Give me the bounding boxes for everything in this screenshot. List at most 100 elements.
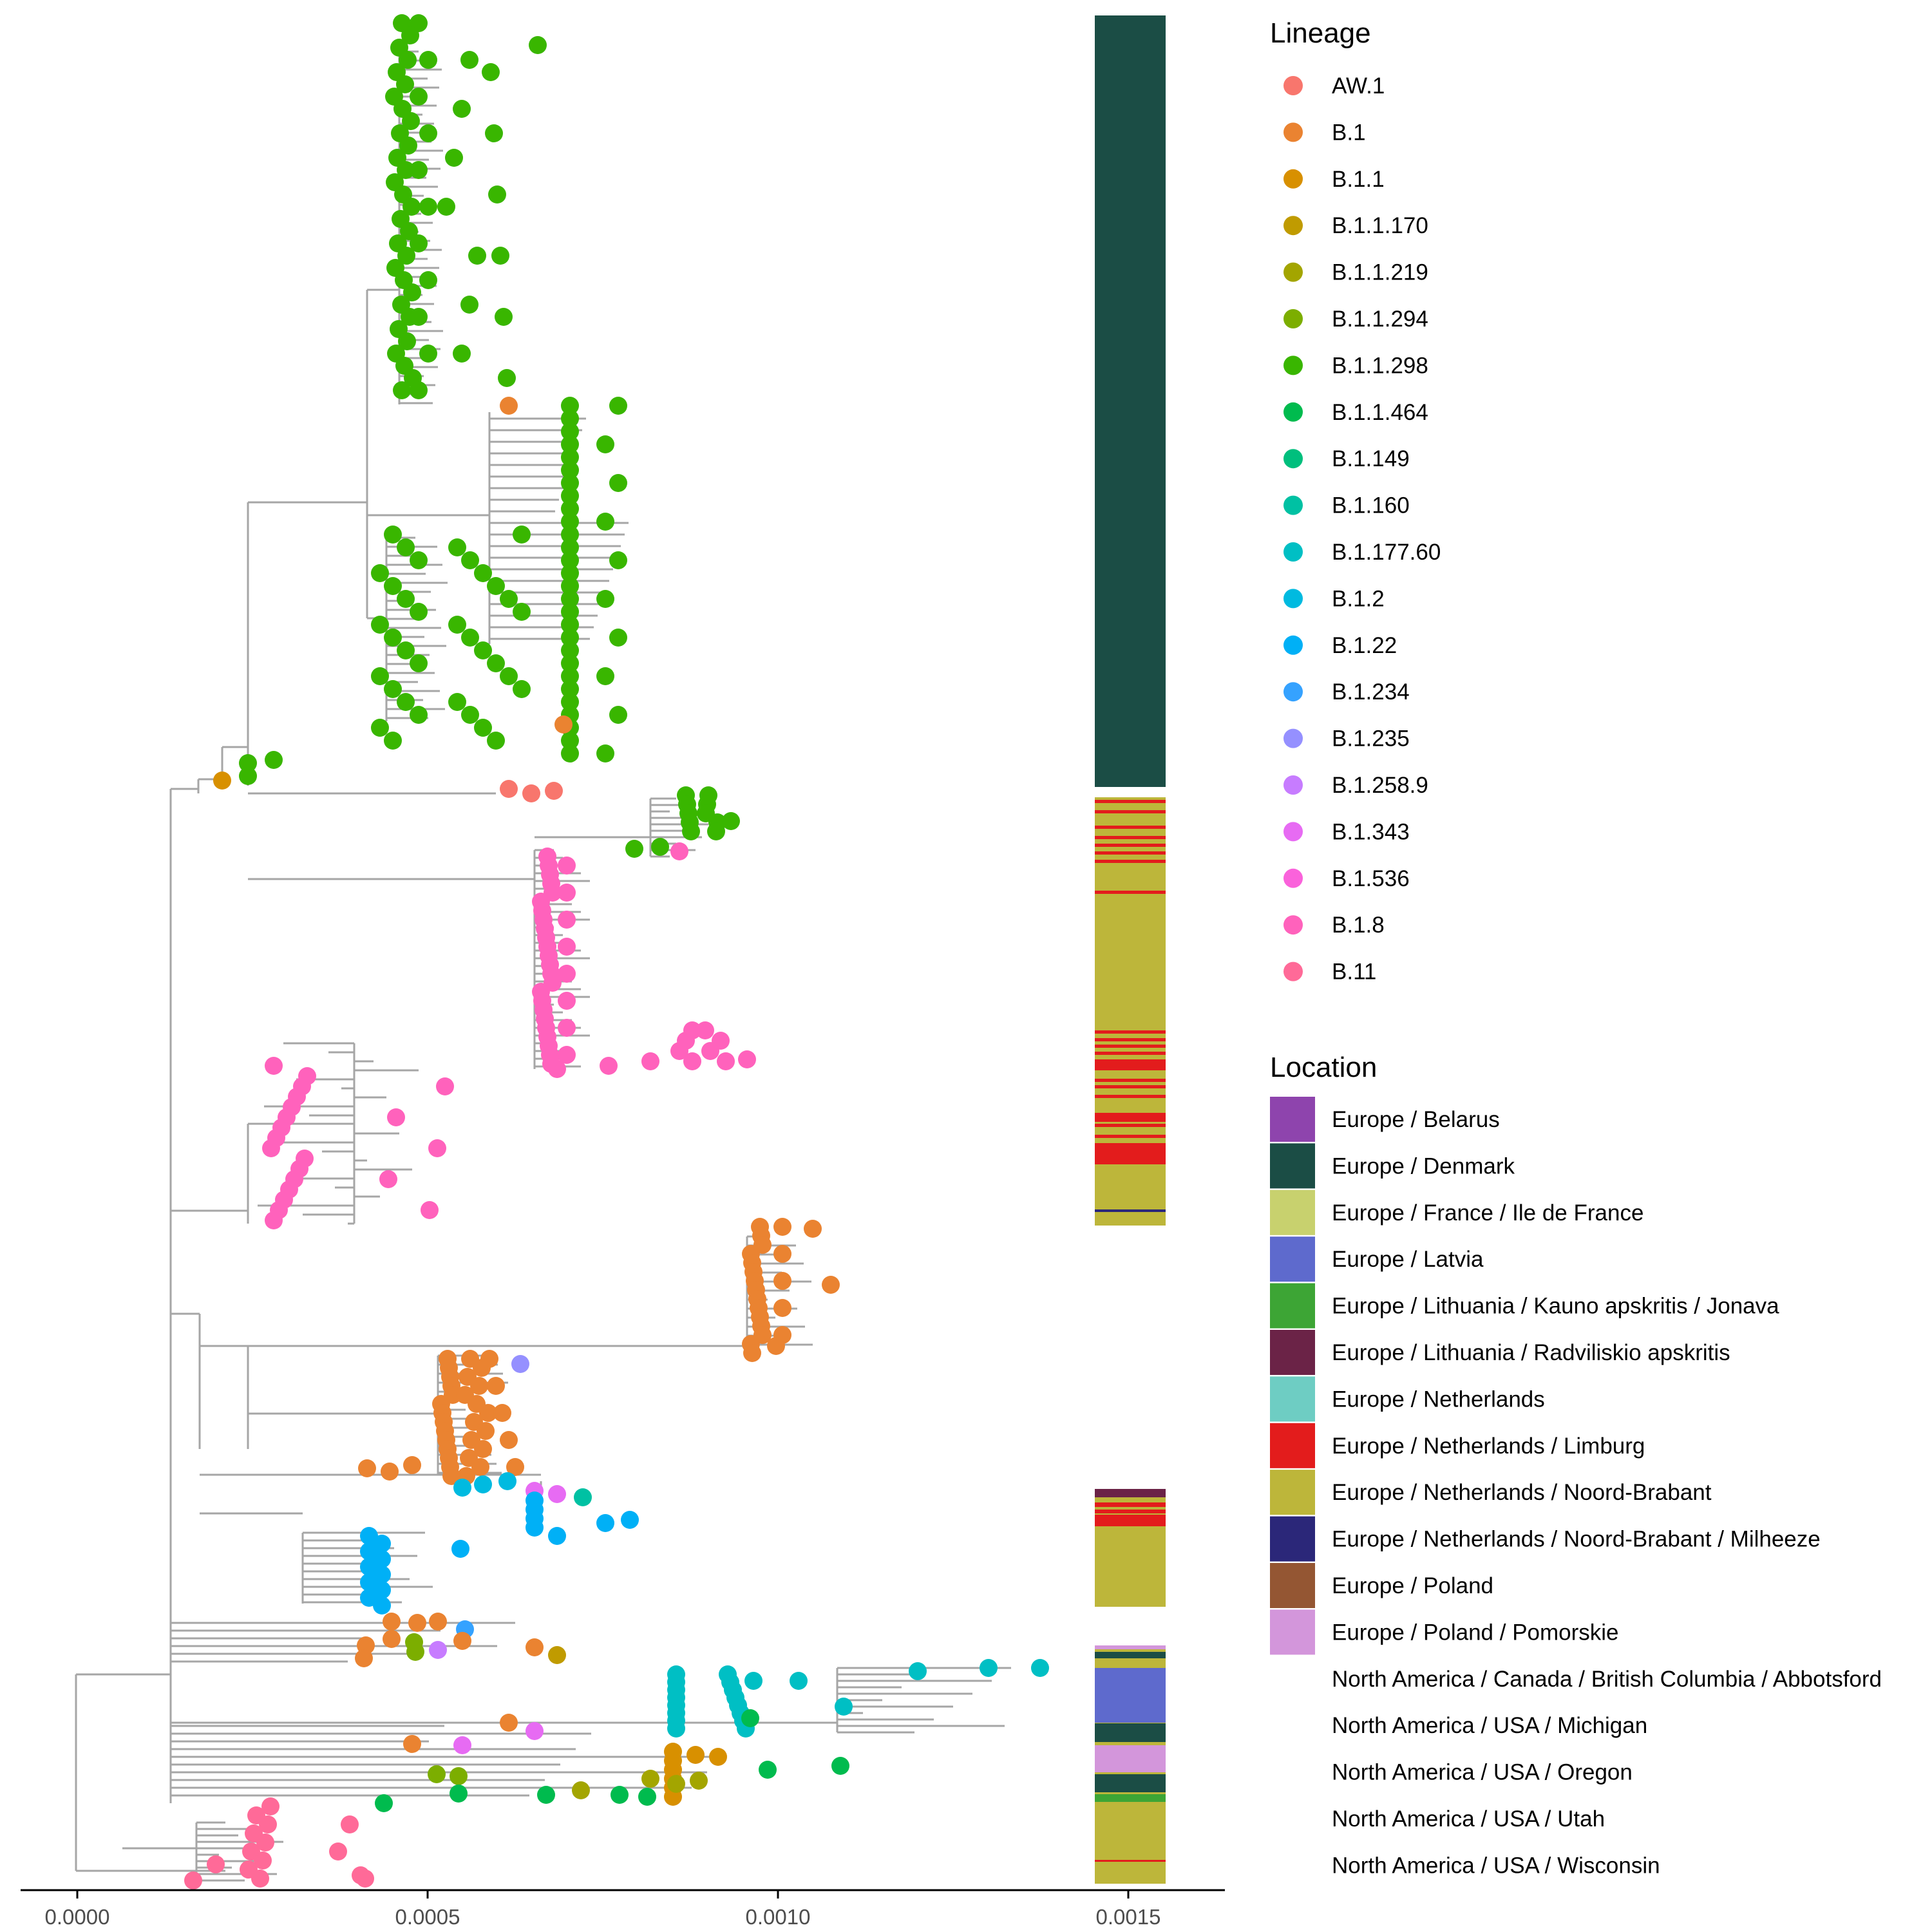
lineage-legend-label: B.1.536 — [1332, 866, 1410, 891]
tip-point — [498, 1472, 516, 1490]
tip-point — [437, 198, 455, 216]
location-legend-key — [1270, 1097, 1315, 1142]
tip-point — [500, 780, 518, 798]
tip-point — [470, 1377, 488, 1395]
tip-point — [261, 1797, 279, 1815]
tip-point — [207, 1855, 225, 1873]
tip-point — [687, 1746, 705, 1764]
tip-point — [429, 1613, 447, 1631]
tip-point — [701, 1042, 719, 1060]
tip-point — [400, 222, 418, 240]
location-band — [1095, 1135, 1166, 1138]
tip-point — [387, 1108, 405, 1126]
location-band — [1095, 1489, 1166, 1497]
tip-point — [717, 1052, 735, 1070]
location-band — [1095, 1059, 1166, 1069]
tip-point — [397, 161, 415, 179]
lineage-legend-key — [1283, 495, 1303, 515]
tip-point — [402, 112, 420, 130]
tip-point — [474, 1440, 492, 1458]
location-legend-key — [1270, 1189, 1315, 1235]
location-band — [1095, 1038, 1166, 1041]
lineage-legend-label: AW.1 — [1332, 73, 1385, 99]
lineage-legend-label: B.1 — [1332, 120, 1366, 145]
tip-point — [561, 564, 579, 582]
tip-point — [596, 744, 614, 762]
tip-point — [428, 1765, 446, 1783]
tip-point — [773, 1299, 791, 1317]
tip-point — [548, 1646, 566, 1664]
tip-point — [379, 1170, 397, 1188]
tip-point — [448, 616, 466, 634]
lineage-legend-label: B.1.8 — [1332, 913, 1385, 938]
tip-point — [558, 911, 576, 929]
axis-tick-label: 0.0005 — [395, 1905, 460, 1929]
tip-point — [397, 247, 415, 265]
tip-point — [513, 680, 531, 698]
tip-point — [561, 744, 579, 762]
tip-point — [453, 345, 471, 363]
tip-point — [399, 51, 417, 69]
tip-point — [453, 1479, 471, 1497]
tip-point — [561, 474, 579, 492]
tip-point — [561, 448, 579, 466]
tip-point — [461, 706, 479, 724]
tip-point — [511, 1355, 529, 1373]
location-legend-label: Europe / Lithuania / Kauno apskritis / J… — [1332, 1294, 1779, 1319]
location-legend-key — [1270, 1470, 1315, 1515]
tip-point — [500, 1714, 518, 1732]
lineage-legend-label: B.1.1.298 — [1332, 353, 1428, 378]
axis-tick-label: 0.0015 — [1096, 1905, 1161, 1929]
axis-tick-label: 0.0000 — [45, 1905, 110, 1929]
tip-point — [596, 513, 614, 531]
location-band — [1095, 1085, 1166, 1088]
tip-point — [506, 1458, 524, 1476]
tip-point — [482, 63, 500, 81]
tip-point — [561, 500, 579, 518]
lineage-legend-key — [1283, 822, 1303, 842]
location-legend-label: Europe / Poland — [1332, 1573, 1493, 1598]
location-band — [1095, 1723, 1166, 1742]
location-band — [1095, 1052, 1166, 1055]
tip-point — [558, 884, 576, 902]
tip-point — [493, 1404, 511, 1422]
lineage-legend-label: B.1.177.60 — [1332, 540, 1441, 565]
lineage-legend-title: Lineage — [1270, 17, 1371, 49]
tip-point — [722, 812, 740, 830]
tip-point — [667, 1775, 685, 1793]
tip-point — [419, 198, 437, 216]
location-legend-label: Europe / France / Ile de France — [1332, 1200, 1643, 1226]
tip-point — [254, 1852, 272, 1870]
location-band — [1095, 1774, 1166, 1792]
location-legend-key — [1270, 1330, 1315, 1375]
tip-point — [402, 198, 421, 216]
tip-point — [500, 397, 518, 415]
lineage-legend-label: B.1.1.464 — [1332, 400, 1428, 425]
tip-point — [561, 616, 579, 634]
tip-point — [410, 551, 428, 569]
lineage-legend-key — [1283, 775, 1303, 795]
tip-point — [548, 1527, 566, 1545]
lineage-legend-key — [1283, 122, 1303, 142]
lineage-legend-key — [1283, 355, 1303, 375]
location-band — [1095, 1209, 1166, 1212]
location-legend-key — [1270, 1609, 1315, 1655]
tip-point — [403, 1456, 421, 1474]
lineage-legend-key — [1283, 728, 1303, 748]
tip-point — [473, 1359, 491, 1377]
lineage-legend-key — [1283, 961, 1303, 981]
tip-point — [474, 1475, 492, 1493]
location-band — [1095, 15, 1166, 787]
lineage-legend-label: B.1.1 — [1332, 167, 1385, 192]
location-band — [1095, 1045, 1166, 1048]
location-band — [1095, 851, 1166, 855]
tip-point — [410, 234, 428, 252]
tip-point — [682, 822, 700, 840]
tip-point — [468, 247, 486, 265]
lineage-legend-key — [1283, 635, 1303, 655]
lineage-legend-label: B.1.149 — [1332, 446, 1410, 471]
tip-point — [419, 345, 437, 363]
tip-point — [561, 513, 579, 531]
tip-point — [561, 461, 579, 479]
tip-point — [408, 1614, 426, 1632]
